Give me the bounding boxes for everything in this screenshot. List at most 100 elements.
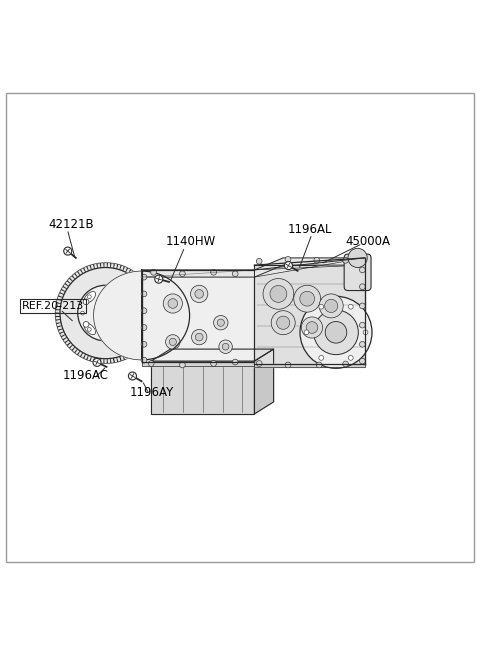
Circle shape [195, 290, 204, 298]
Circle shape [256, 361, 262, 366]
Circle shape [127, 311, 131, 315]
Circle shape [300, 296, 372, 368]
Text: 1196AY: 1196AY [130, 386, 174, 399]
Circle shape [141, 274, 147, 280]
Circle shape [319, 305, 324, 309]
Circle shape [270, 286, 287, 303]
Circle shape [348, 356, 353, 360]
Circle shape [314, 257, 320, 263]
Circle shape [360, 341, 365, 347]
Circle shape [141, 325, 147, 330]
Circle shape [276, 316, 290, 329]
Circle shape [360, 303, 365, 309]
Circle shape [360, 358, 365, 364]
Circle shape [129, 372, 136, 380]
Circle shape [103, 333, 108, 339]
Circle shape [87, 295, 91, 299]
Circle shape [151, 269, 156, 275]
Ellipse shape [84, 323, 96, 335]
Polygon shape [142, 258, 365, 277]
Circle shape [141, 291, 147, 297]
Circle shape [343, 257, 348, 263]
Circle shape [55, 263, 156, 364]
Circle shape [168, 299, 178, 309]
Circle shape [83, 299, 89, 305]
Circle shape [214, 316, 228, 330]
Circle shape [319, 356, 324, 360]
Polygon shape [142, 362, 254, 366]
Circle shape [360, 322, 365, 328]
Polygon shape [142, 270, 254, 362]
Circle shape [141, 341, 147, 347]
Circle shape [100, 307, 111, 319]
Polygon shape [254, 349, 274, 414]
Text: 1196AC: 1196AC [62, 369, 108, 382]
Circle shape [324, 299, 338, 312]
Text: 42121B: 42121B [48, 218, 94, 231]
Circle shape [166, 335, 180, 349]
Circle shape [94, 301, 118, 325]
Circle shape [304, 330, 309, 335]
Text: REF.20-213: REF.20-213 [22, 301, 84, 311]
Circle shape [271, 310, 295, 335]
Circle shape [319, 294, 343, 318]
Circle shape [195, 333, 203, 341]
Circle shape [104, 288, 108, 292]
Circle shape [141, 357, 147, 363]
Circle shape [316, 362, 322, 368]
Circle shape [294, 286, 321, 312]
Circle shape [87, 328, 91, 331]
Polygon shape [151, 361, 254, 414]
Circle shape [141, 308, 147, 314]
Circle shape [180, 271, 185, 276]
Circle shape [120, 328, 124, 331]
Circle shape [163, 294, 182, 313]
Circle shape [256, 258, 262, 264]
Circle shape [78, 286, 133, 341]
Circle shape [348, 248, 367, 267]
Circle shape [343, 361, 348, 367]
Circle shape [285, 257, 291, 262]
Circle shape [314, 310, 358, 354]
Circle shape [300, 291, 314, 306]
Circle shape [93, 358, 101, 366]
Circle shape [122, 299, 128, 305]
Circle shape [363, 330, 368, 335]
Ellipse shape [116, 291, 127, 303]
Polygon shape [254, 364, 365, 367]
Circle shape [285, 261, 292, 270]
Circle shape [180, 362, 185, 368]
Circle shape [104, 334, 108, 338]
Circle shape [122, 322, 128, 328]
Circle shape [360, 267, 365, 272]
Polygon shape [254, 265, 365, 366]
Circle shape [83, 322, 89, 328]
Polygon shape [94, 271, 142, 360]
Polygon shape [151, 349, 274, 361]
Text: 45000A: 45000A [346, 234, 391, 248]
Circle shape [301, 317, 323, 338]
Circle shape [219, 340, 232, 354]
Circle shape [155, 275, 163, 283]
Text: 1196AL: 1196AL [288, 223, 333, 236]
Circle shape [169, 338, 176, 345]
Circle shape [348, 305, 353, 309]
Circle shape [285, 362, 291, 368]
Circle shape [211, 361, 216, 366]
Circle shape [222, 343, 229, 350]
Circle shape [148, 361, 154, 366]
Circle shape [263, 278, 294, 309]
Ellipse shape [84, 291, 96, 303]
Circle shape [217, 319, 225, 326]
FancyBboxPatch shape [344, 254, 371, 291]
Circle shape [232, 359, 238, 365]
Polygon shape [55, 263, 156, 364]
Polygon shape [254, 258, 365, 277]
Circle shape [192, 329, 207, 345]
Text: 1140HW: 1140HW [166, 234, 216, 248]
Circle shape [103, 288, 108, 293]
Ellipse shape [116, 323, 127, 335]
Circle shape [306, 322, 318, 333]
Circle shape [81, 311, 84, 315]
Circle shape [360, 284, 365, 290]
